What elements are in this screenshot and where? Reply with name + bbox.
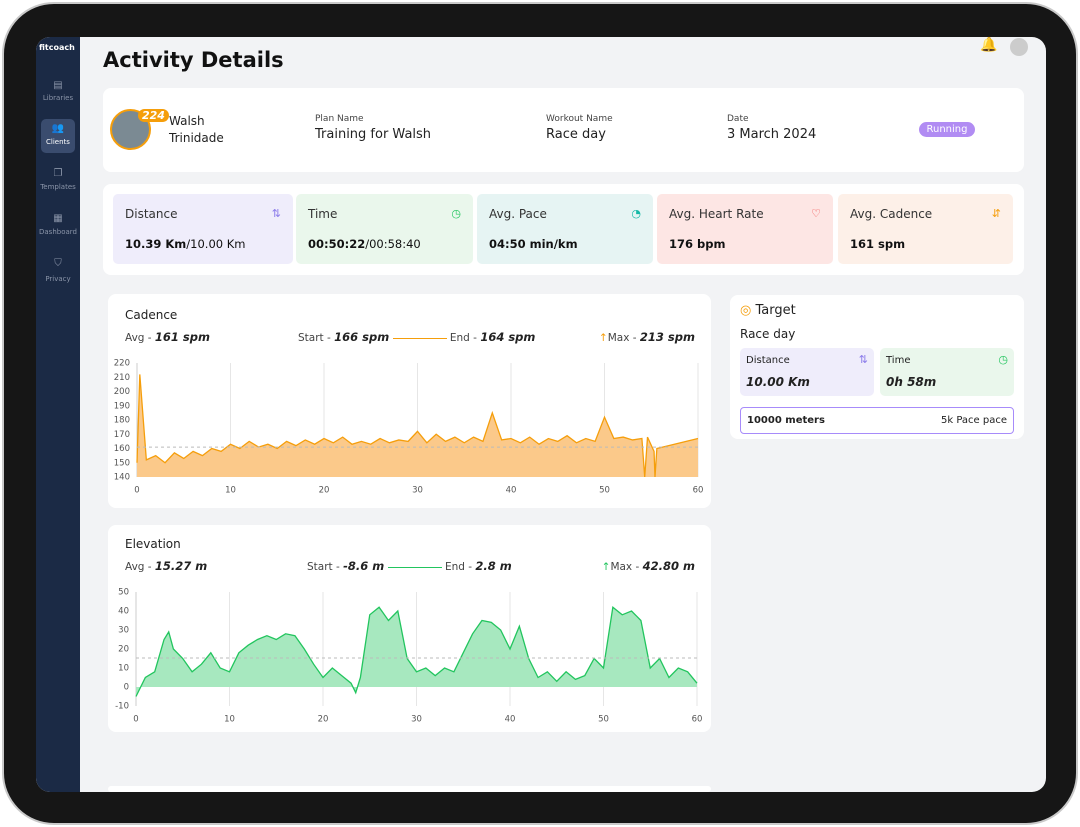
stat-tile: Avg. Heart Rate ♡ 176 bpm [657,194,833,264]
area-line [135,605,698,697]
stat-tile: Avg. Cadence ⇵ 161 spm [838,194,1013,264]
field-value: 3 March 2024 [727,127,817,142]
logo: fitcoach [39,43,75,52]
y-tick-label: 200 [114,387,130,397]
y-tick-label: 150 [114,458,130,468]
target-card: ◎ Target Race day Distance ⇅ 10.00 Km Ti… [730,295,1024,439]
y-tick-label: 190 [114,401,130,411]
chart: 0 10 20 30 40 50 60 140 150 160 170 180 190 200 210 220 [114,359,704,496]
stat-tile: Avg. Pace ◔ 04:50 min/km [477,194,653,264]
active-nav[interactable] [41,119,75,153]
field-value: Race day [546,127,606,142]
x-tick-label: 10 [224,715,235,725]
x-tick-label: 40 [505,715,516,725]
target-row: 10000 meters 5k Pace pace [740,407,1014,434]
page-title: Activity Details [103,48,284,72]
bell[interactable]: 🔔 [980,37,998,53]
x-tick-label: 50 [599,486,610,496]
y-tick-label: 30 [118,626,129,636]
nav-item[interactable]: ▦ Dashboard [39,213,77,236]
activity-tag: Running [919,122,975,137]
target-title: ◎ Target [740,303,796,318]
field-label: Plan Name [315,114,364,124]
nav-item[interactable]: ▤ Libraries [42,80,74,102]
nav-item[interactable]: 👥 Clients [46,123,70,146]
sidebar [36,37,80,792]
x-tick-label: 40 [506,486,517,496]
area-line [136,374,699,478]
y-tick-label: 220 [114,359,130,369]
chart-card: Elevation Avg - 15.27 m Start - -8.6 m E… [108,525,711,732]
stat-tile: Distance ⇅ 10.39 Km/10.00 Km [113,194,293,264]
y-tick-label: 40 [118,607,129,617]
x-tick-label: 30 [412,486,423,496]
user-avatar[interactable] [1010,38,1028,56]
x-tick-label: 0 [133,715,138,725]
y-tick-label: 20 [118,645,129,655]
chart-start-end: Start - 166 spm End - 164 spm [298,330,536,344]
last-name: Trinidade [169,131,224,145]
stat-tile: Time ◷ 00:50:22/00:58:40 [296,194,473,264]
chart-avg: Avg - 15.27 m [125,559,208,573]
first-name: Walsh [169,114,205,128]
nav-item[interactable]: ⛉ Privacy [45,258,71,283]
x-tick-label: 20 [319,486,330,496]
x-tick-label: 30 [411,715,422,725]
y-tick-label: 170 [114,430,130,440]
y-tick-label: 160 [114,444,130,454]
area-fill [136,607,697,697]
target-name: Race day [740,327,796,341]
chart-title: Cadence [125,308,178,322]
y-tick-label: 0 [124,683,129,693]
nav-item[interactable]: ❐ Templates [40,168,76,191]
y-tick-label: -10 [115,702,129,712]
y-tick-label: 50 [118,588,129,598]
y-tick-label: 10 [118,664,129,674]
field-label: Date [727,114,749,124]
x-tick-label: 60 [693,486,704,496]
chart-max: ↑Max - 42.80 m [601,559,695,573]
y-tick-label: 210 [114,373,130,383]
chart: 0 10 20 30 40 50 60 -10 0 10 20 30 40 50 [115,588,703,725]
field-value: Training for Walsh [315,127,432,142]
next-card [108,786,711,792]
chart-avg: Avg - 161 spm [125,330,210,344]
x-tick-label: 20 [318,715,329,725]
y-tick-label: 180 [114,416,130,426]
x-tick-label: 60 [692,715,703,725]
area-fill [137,374,698,477]
target-tile: Distance ⇅ 10.00 Km [740,348,874,396]
badge: 224 [138,109,169,122]
field-label: Workout Name [546,114,613,124]
chart-start-end: Start - -8.6 m End - 2.8 m [307,559,512,573]
profile-card [103,88,1024,172]
y-tick-label: 140 [114,473,130,483]
x-tick-label: 10 [225,486,236,496]
x-tick-label: 50 [598,715,609,725]
avatar [110,109,151,150]
chart-card: Cadence Avg - 161 spm Start - 166 spm En… [108,294,711,508]
target-tile: Time ◷ 0h 58m [880,348,1014,396]
chart-title: Elevation [125,537,181,551]
chart-max: ↑Max - 213 spm [598,330,695,344]
x-tick-label: 0 [134,486,139,496]
